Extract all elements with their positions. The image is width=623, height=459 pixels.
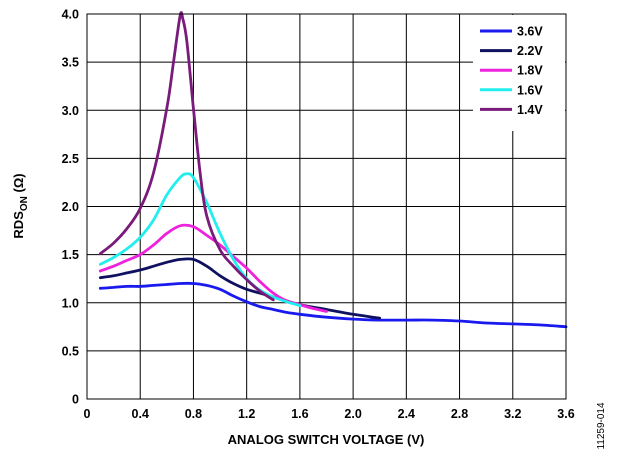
y-axis-title-main: RDS	[11, 211, 26, 239]
x-tick-label: 3.6	[557, 407, 574, 421]
y-axis-title-unit: (Ω)	[11, 173, 26, 196]
figure-id: 11259-014	[596, 402, 607, 450]
series-line-1-4v	[98, 11, 275, 302]
x-axis-title: ANALOG SWITCH VOLTAGE (V)	[228, 432, 425, 447]
y-axis-title: RDSON (Ω)	[11, 173, 30, 238]
x-tick-label: 2.0	[344, 407, 361, 421]
y-tick-label: 2.5	[62, 152, 79, 166]
x-tick-label: 0.4	[132, 407, 149, 421]
series-line-3-6v	[98, 281, 568, 329]
legend-label: 1.6V	[517, 83, 543, 97]
y-tick-label: 3.5	[62, 56, 79, 70]
plot-area-border	[86, 13, 567, 400]
y-tick-label: 0	[72, 393, 79, 407]
y-tick-label: 2.0	[62, 200, 79, 214]
x-tick-label: 0.8	[185, 407, 202, 421]
x-tick-label: 3.2	[504, 407, 521, 421]
tick-labels: 0 0.4 0.8 1.2 1.6 2.0 2.4 2.8 3.2 3.6 0 0.5 1.0 1.5 2.…	[62, 8, 575, 422]
data-series	[98, 11, 568, 329]
y-tick-label: 0.5	[62, 344, 79, 358]
y-tick-label: 1.5	[62, 248, 79, 262]
legend-label: 2.2V	[517, 44, 543, 58]
series-line-2-2v	[98, 257, 382, 320]
legend-label: 1.4V	[517, 103, 543, 117]
x-tick-label: 1.6	[291, 407, 308, 421]
legend-label: 1.8V	[517, 64, 543, 78]
y-axis-title-subscript: ON	[19, 196, 30, 211]
legend-box	[473, 15, 565, 131]
x-tick-label: 0	[84, 407, 91, 421]
legend-label: 3.6V	[517, 25, 543, 39]
y-tick-label: 4.0	[62, 8, 79, 22]
x-tick-label: 1.2	[238, 407, 255, 421]
x-tick-label: 2.8	[451, 407, 468, 421]
x-tick-label: 2.4	[398, 407, 415, 421]
y-tick-label: 3.0	[62, 104, 79, 118]
y-tick-label: 1.0	[62, 296, 79, 310]
legend: 3.6V 2.2V 1.8V 1.6V 1.4V	[473, 15, 565, 131]
